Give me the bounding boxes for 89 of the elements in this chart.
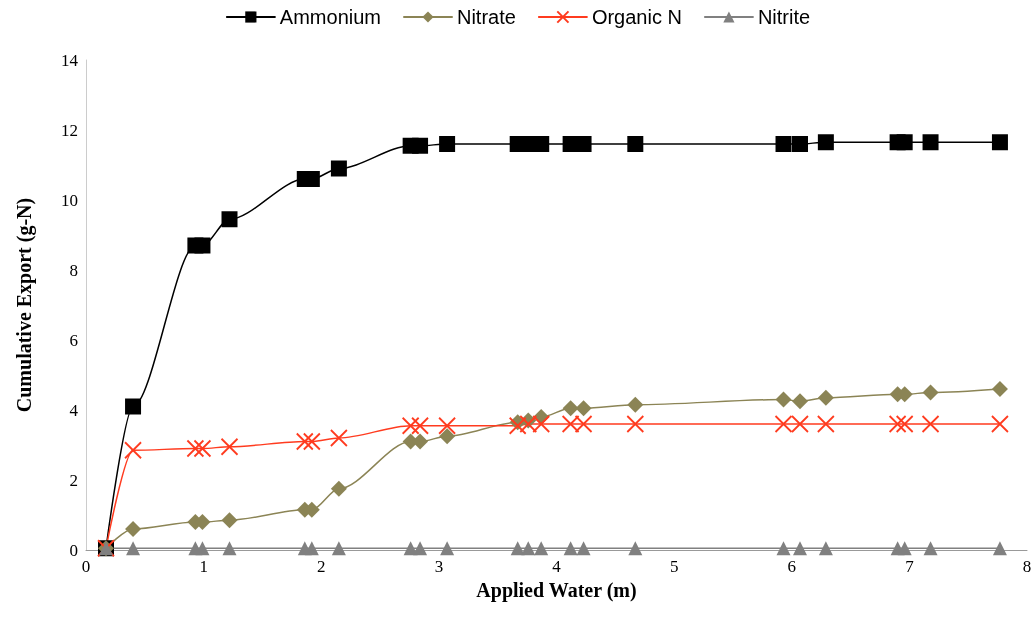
point [302, 432, 321, 451]
point [221, 211, 238, 228]
point [413, 541, 428, 556]
point [888, 415, 907, 433]
point [329, 429, 348, 447]
point [295, 432, 314, 451]
point [561, 415, 580, 433]
y-tick-label: 14 [61, 50, 79, 70]
point [125, 521, 142, 537]
point [791, 393, 808, 410]
point [330, 160, 347, 177]
point [193, 439, 212, 458]
legend-label: Ammonium [279, 6, 381, 28]
point [922, 134, 939, 151]
y-tick-label: 8 [69, 260, 78, 280]
point [818, 541, 833, 556]
point [775, 136, 792, 152]
x-tick-label: 4 [552, 557, 562, 576]
point [194, 237, 211, 254]
point [922, 384, 939, 401]
point [992, 541, 1007, 556]
point [817, 389, 834, 406]
point [991, 134, 1008, 151]
point [991, 381, 1008, 397]
y-tick-label: 4 [69, 400, 79, 420]
point [521, 541, 536, 556]
x-tick-label: 2 [317, 557, 326, 576]
point [991, 415, 1009, 433]
point [126, 541, 141, 556]
point [791, 136, 808, 152]
x-tick-label: 7 [905, 557, 915, 576]
point [776, 541, 791, 556]
x-tick-label: 3 [434, 557, 444, 576]
point [508, 416, 527, 435]
point [330, 480, 347, 497]
point [562, 400, 579, 417]
point [532, 415, 551, 433]
x-axis-title: Applied Water (m) [476, 578, 637, 602]
point [221, 512, 238, 529]
point [574, 415, 593, 433]
point [626, 415, 645, 433]
point [125, 398, 142, 415]
x-tick-label: 1 [199, 557, 208, 576]
point [817, 134, 834, 151]
point [124, 441, 142, 460]
legend-label: Nitrate [456, 6, 516, 28]
point [440, 541, 455, 556]
point [921, 415, 940, 433]
point [627, 396, 644, 413]
point [519, 415, 538, 433]
point [923, 541, 938, 556]
x-tick-label: 6 [787, 557, 796, 576]
point [438, 416, 457, 435]
point [774, 415, 793, 433]
point [895, 415, 914, 433]
point [222, 541, 237, 556]
legend-label: Organic N [591, 6, 682, 28]
point [186, 439, 205, 458]
point [331, 541, 346, 556]
point [896, 134, 913, 151]
point [195, 541, 210, 556]
y-tick-label: 0 [69, 540, 78, 560]
point [304, 541, 319, 556]
point [628, 541, 643, 556]
point [439, 428, 456, 445]
x-tick-label: 8 [1022, 557, 1032, 576]
point [576, 541, 591, 556]
x-tick-label: 5 [669, 557, 679, 576]
point [401, 416, 420, 435]
y-axis-title: Cumulative Export (g-N) [13, 197, 36, 413]
point [791, 415, 809, 433]
point [627, 136, 644, 152]
y-tick-label: 2 [69, 470, 78, 490]
point [411, 416, 429, 435]
y-tick-label: 12 [61, 120, 78, 140]
point [575, 400, 592, 417]
point [816, 415, 835, 433]
point [775, 391, 792, 408]
point [220, 437, 239, 456]
point [412, 137, 429, 154]
point [792, 541, 807, 556]
point [534, 541, 549, 556]
x-tick-label: 0 [81, 557, 91, 576]
point [563, 541, 578, 556]
y-tick-label: 6 [69, 330, 78, 350]
point [439, 136, 456, 152]
y-tick-label: 10 [61, 190, 78, 210]
legend-label: Nitrite [757, 6, 811, 28]
point [897, 541, 912, 556]
